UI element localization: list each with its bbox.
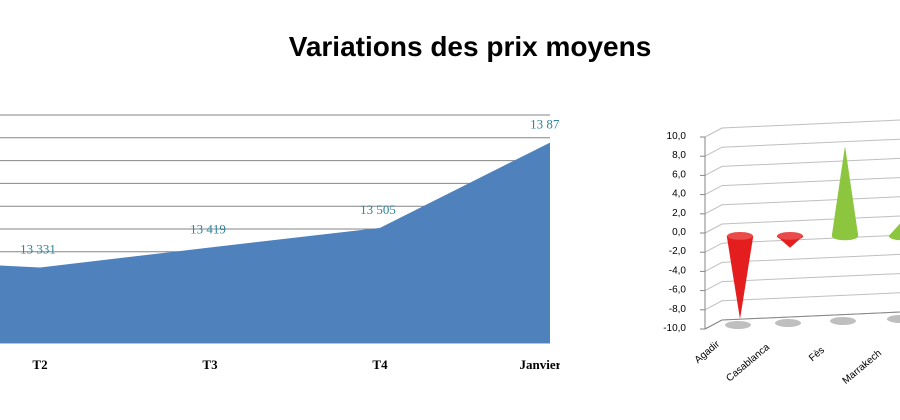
y-tick-label: -4,0 [669, 265, 687, 276]
y-tick-label: -8,0 [669, 304, 687, 315]
cone-base [777, 232, 803, 240]
y-tick-label: 6,0 [672, 169, 686, 180]
grid-line [704, 119, 900, 138]
data-label: 13 505 [360, 202, 396, 217]
y-tick-label: -6,0 [669, 285, 687, 296]
floor [704, 311, 900, 330]
x-tick-label: T3 [202, 357, 218, 372]
y-tick-label: 10,0 [667, 131, 687, 142]
x-tick-label: Marrakech [841, 348, 884, 387]
grid-line [704, 196, 900, 215]
grid-line [704, 253, 900, 272]
shadow [725, 321, 751, 329]
cone-base [889, 232, 900, 240]
grid-line [704, 215, 900, 234]
data-label: 13 879 [530, 117, 566, 132]
shadow [830, 317, 856, 325]
y-tick-label: 4,0 [672, 189, 686, 200]
area-chart: T2 13 331 T3 13 419 T4 13 505 Janvier 2015 13 8… [0, 114, 591, 372]
x-tick-label: Janvier 2015 [520, 357, 591, 372]
x-tick-label: T2 [32, 357, 47, 372]
grid-line [704, 292, 900, 311]
x-tick-label: Fès [807, 345, 827, 364]
y-tick-label: 2,0 [672, 208, 686, 219]
grid-line [704, 138, 900, 157]
grid-line [704, 157, 900, 176]
x-tick-label: T4 [372, 357, 388, 372]
area [0, 142, 550, 343]
shadow [775, 319, 801, 327]
cone-base [727, 232, 753, 240]
data-label: 13 331 [20, 242, 56, 257]
y-tick-label: 0,0 [672, 227, 686, 238]
data-label: 13 419 [190, 221, 226, 236]
cone [726, 235, 754, 318]
x-tick-label: Agadir [693, 338, 723, 365]
chart-title: Variations des prix moyens [289, 31, 652, 62]
cone-chart: 10,0 8,0 6,0 4,0 2,0 0,0 -2,0 -4,0 -6,0 -8,0 -10,0… [663, 119, 900, 387]
x-tick-label: Casablanca [724, 342, 772, 385]
y-tick-label: 8,0 [672, 150, 686, 161]
shadow [887, 315, 900, 323]
y-tick-label: -2,0 [669, 246, 687, 257]
grid-line [704, 273, 900, 292]
y-tick-label: -10,0 [663, 323, 686, 334]
grid-line [704, 177, 900, 196]
cone-base [832, 232, 858, 240]
